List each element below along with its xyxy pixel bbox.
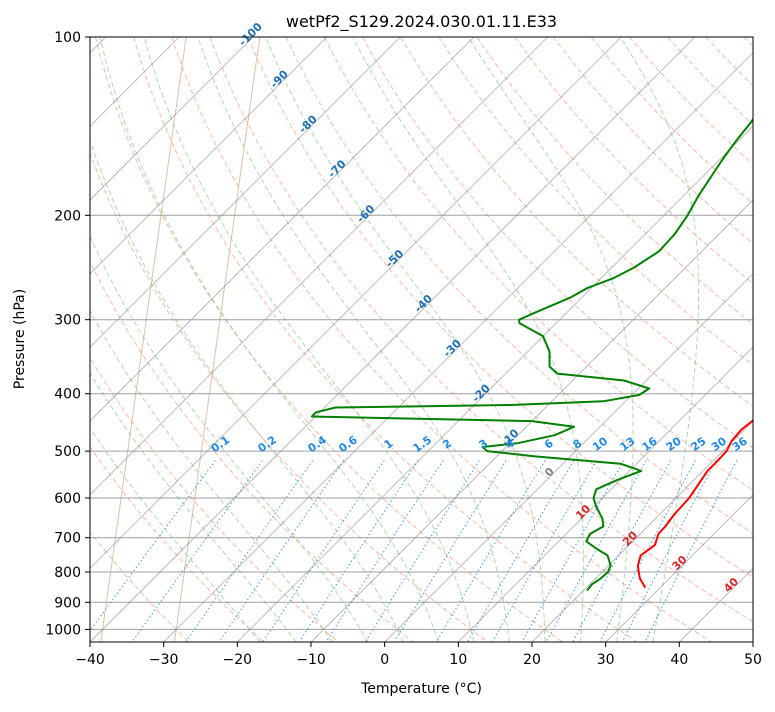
x-tick-label: 30 xyxy=(597,652,615,668)
y-tick-label: 500 xyxy=(54,444,81,460)
x-tick-label: −10 xyxy=(296,652,326,668)
x-axis-label: Temperature (°C) xyxy=(360,681,482,697)
y-tick-label: 400 xyxy=(54,387,81,403)
y-tick-label: 600 xyxy=(54,491,81,507)
y-tick-label: 900 xyxy=(54,595,81,611)
y-tick-label: 100 xyxy=(54,30,81,46)
y-tick-label: 800 xyxy=(54,565,81,581)
y-tick-label: 1000 xyxy=(45,622,81,638)
y-tick-label: 300 xyxy=(54,313,81,329)
x-tick-label: 10 xyxy=(449,652,467,668)
x-tick-label: 50 xyxy=(744,652,762,668)
x-tick-label: 40 xyxy=(670,652,688,668)
chart-title: wetPf2_S129.2024.030.01.11.E33 xyxy=(286,12,557,32)
y-axis-label: Pressure (hPa) xyxy=(12,289,28,389)
y-tick-label: 200 xyxy=(54,208,81,224)
x-tick-label: 0 xyxy=(380,652,389,668)
x-tick-label: −40 xyxy=(75,652,105,668)
x-tick-label: 20 xyxy=(523,652,541,668)
x-tick-label: −30 xyxy=(149,652,179,668)
x-tick-label: −20 xyxy=(223,652,253,668)
y-tick-label: 700 xyxy=(54,531,81,547)
